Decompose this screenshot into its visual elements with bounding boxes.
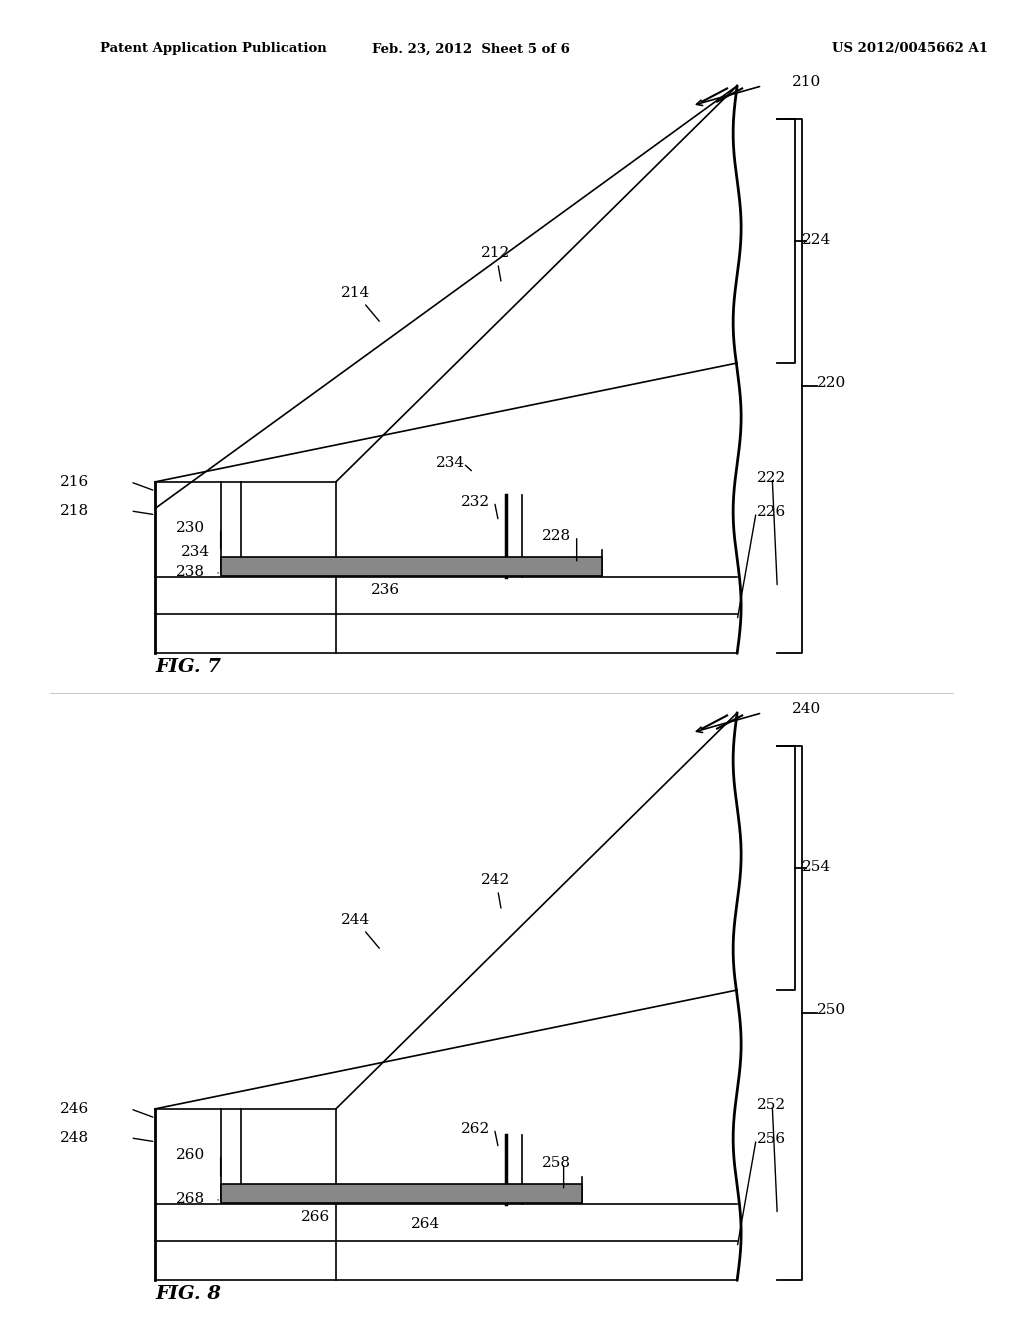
Text: 220: 220 xyxy=(817,376,847,389)
Text: 236: 236 xyxy=(371,583,400,597)
Bar xyxy=(220,1184,582,1203)
Bar xyxy=(220,557,602,576)
Text: 210: 210 xyxy=(793,75,821,88)
Text: 260: 260 xyxy=(175,1148,205,1162)
Text: Patent Application Publication: Patent Application Publication xyxy=(100,42,327,55)
Text: 250: 250 xyxy=(817,1003,847,1016)
Text: 234: 234 xyxy=(436,457,465,470)
Text: 222: 222 xyxy=(757,471,786,484)
Text: 252: 252 xyxy=(757,1098,786,1111)
Text: 212: 212 xyxy=(481,247,511,281)
Text: 230: 230 xyxy=(175,521,205,535)
Text: 226: 226 xyxy=(757,506,786,519)
Text: Feb. 23, 2012  Sheet 5 of 6: Feb. 23, 2012 Sheet 5 of 6 xyxy=(373,42,570,55)
Text: 214: 214 xyxy=(341,286,379,321)
Text: 216: 216 xyxy=(60,475,89,488)
Text: 268: 268 xyxy=(175,1192,205,1205)
Text: US 2012/0045662 A1: US 2012/0045662 A1 xyxy=(833,42,988,55)
Text: 246: 246 xyxy=(60,1102,89,1115)
Text: 238: 238 xyxy=(175,565,205,578)
Text: 232: 232 xyxy=(462,495,490,508)
Text: FIG. 7: FIG. 7 xyxy=(156,657,221,676)
Text: 240: 240 xyxy=(793,702,821,715)
Text: 256: 256 xyxy=(757,1133,786,1146)
Text: 254: 254 xyxy=(803,861,831,874)
Text: FIG. 8: FIG. 8 xyxy=(156,1284,221,1303)
Text: 218: 218 xyxy=(60,504,89,517)
Text: 244: 244 xyxy=(341,913,379,948)
Text: 248: 248 xyxy=(60,1131,89,1144)
Text: 266: 266 xyxy=(301,1210,330,1224)
Text: 262: 262 xyxy=(462,1122,490,1135)
Text: 224: 224 xyxy=(803,234,831,247)
Text: 234: 234 xyxy=(180,545,210,558)
Text: 242: 242 xyxy=(481,874,511,908)
Text: 264: 264 xyxy=(412,1217,440,1230)
Text: 228: 228 xyxy=(542,529,570,543)
Text: 258: 258 xyxy=(542,1156,570,1170)
